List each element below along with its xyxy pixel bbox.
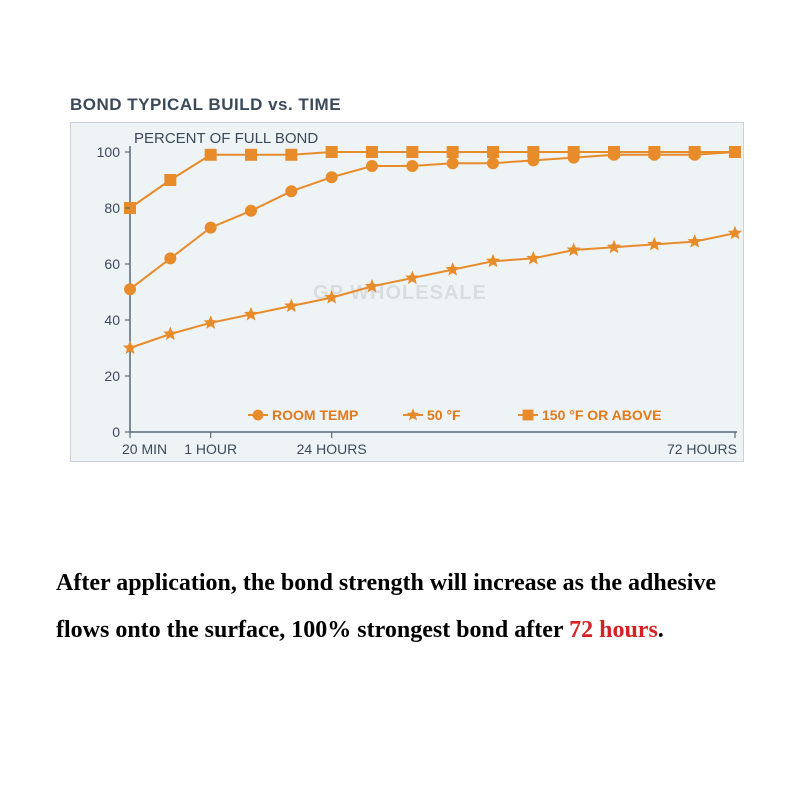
svg-text:80: 80 xyxy=(104,200,120,216)
svg-text:ROOM TEMP: ROOM TEMP xyxy=(272,407,358,423)
caption-text: After application, the bond strength wil… xyxy=(56,560,746,654)
svg-text:50 °F: 50 °F xyxy=(427,407,461,423)
svg-text:60: 60 xyxy=(104,256,120,272)
svg-text:0: 0 xyxy=(112,424,120,440)
svg-text:20 MIN: 20 MIN xyxy=(122,441,167,457)
svg-text:1 HOUR: 1 HOUR xyxy=(184,441,237,457)
svg-text:40: 40 xyxy=(104,312,120,328)
caption-highlight: 72 hours xyxy=(569,617,658,643)
svg-text:20: 20 xyxy=(104,368,120,384)
svg-text:100: 100 xyxy=(97,144,121,160)
line-chart: ROOM TEMP 50 °F 150 °F OR ABOVE 0 20 40 60 80 1… xyxy=(70,122,742,488)
svg-text:150 °F OR ABOVE: 150 °F OR ABOVE xyxy=(542,407,661,423)
svg-text:24 HOURS: 24 HOURS xyxy=(297,441,367,457)
caption-part-2: . xyxy=(658,617,664,643)
chart-title: BOND TYPICAL BUILD vs. TIME xyxy=(70,95,341,115)
svg-text:72 HOURS: 72 HOURS xyxy=(667,441,737,457)
